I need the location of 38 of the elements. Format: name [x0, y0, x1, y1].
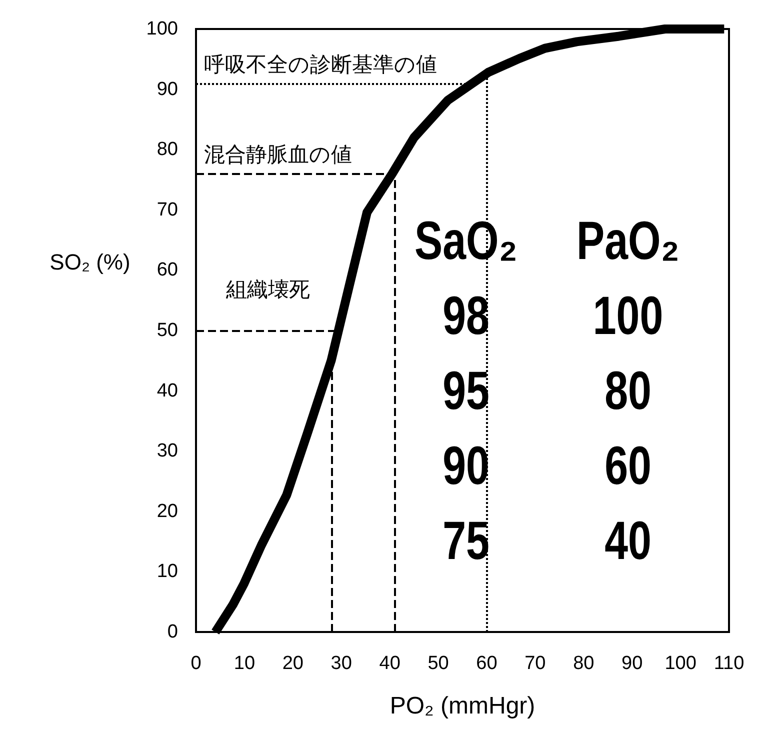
y-tick-label: 90	[156, 78, 178, 100]
annotation: 90	[442, 436, 490, 496]
y-tick-label: 40	[156, 380, 178, 402]
y-tick-label: 0	[167, 622, 178, 642]
annotation: 98	[442, 286, 490, 346]
y-tick-label: 70	[156, 199, 178, 220]
x-tick-label: 100	[664, 653, 696, 674]
ref-line-label: 混合静脈血の値	[204, 144, 352, 167]
x-tick-label: 50	[428, 653, 449, 674]
annotation: PaO₂	[576, 210, 680, 272]
x-tick-label: 10	[234, 653, 256, 674]
annotation: 40	[604, 510, 652, 572]
y-axis-title: SO₂ (%)	[50, 250, 130, 274]
y-tick-label: 60	[156, 260, 178, 281]
x-tick-label: 70	[524, 653, 546, 674]
x-tick-label: 30	[330, 653, 352, 674]
y-tick-label: 20	[156, 500, 178, 522]
x-tick-label: 80	[573, 653, 594, 674]
annotation: 80	[604, 360, 652, 422]
x-axis-title: PO₂ (mmHgr)	[390, 692, 536, 720]
x-tick-label: 20	[282, 653, 304, 674]
y-tick-label: 100	[146, 18, 178, 40]
annotation: 60	[604, 436, 652, 496]
x-tick-label: 60	[476, 653, 498, 674]
ref-line-label: 組織壊死	[225, 278, 310, 302]
y-tick-label: 30	[156, 440, 178, 462]
x-tick-label: 110	[714, 653, 744, 674]
annotation: 100	[592, 286, 664, 346]
ref-line-label: 呼吸不全の診断基準の値	[204, 53, 437, 76]
x-tick-label: 90	[622, 653, 643, 674]
y-tick-label: 50	[156, 320, 178, 341]
y-tick-label: 80	[156, 139, 178, 160]
annotation: 95	[442, 360, 490, 422]
y-tick-label: 10	[156, 561, 178, 582]
annotation: 75	[442, 510, 490, 572]
x-tick-label: 0	[190, 653, 202, 674]
x-tick-label: 40	[379, 653, 400, 674]
annotation: SaO₂	[414, 210, 518, 272]
